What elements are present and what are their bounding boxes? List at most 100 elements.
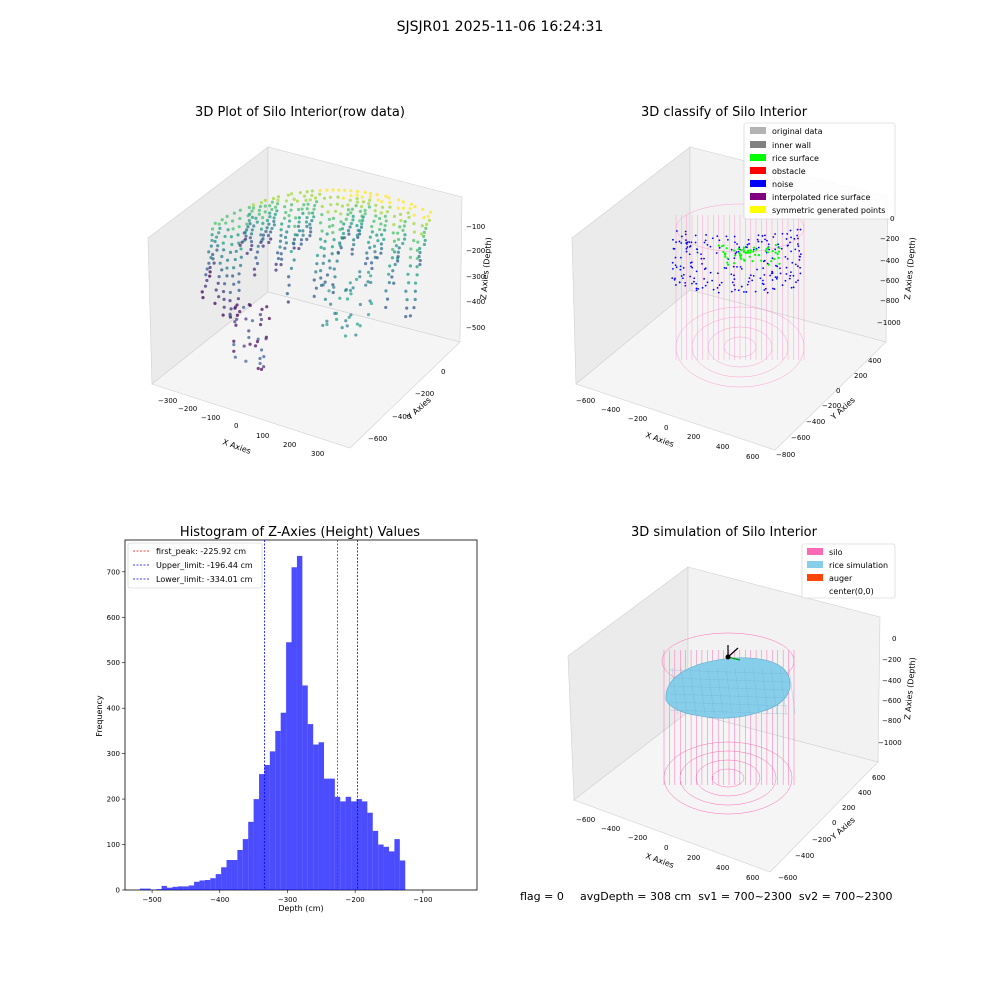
raw-point	[242, 231, 246, 235]
raw-point	[323, 239, 327, 243]
raw-point	[327, 289, 331, 293]
noise-point	[681, 277, 684, 280]
rice-mesh-line	[716, 667, 724, 715]
raw-point	[404, 314, 408, 319]
raw-ytick: −400	[392, 413, 411, 421]
sim-ytick: 0	[832, 819, 836, 827]
raw-point	[274, 262, 278, 266]
raw-point	[394, 244, 399, 248]
raw-point	[279, 233, 283, 238]
noise-point	[678, 281, 681, 284]
noise-point	[763, 289, 766, 291]
raw-point	[276, 251, 280, 255]
noise-point	[684, 284, 687, 287]
noise-point	[682, 273, 685, 276]
raw-point	[201, 296, 205, 300]
raw-point	[385, 297, 390, 301]
raw-point	[390, 275, 394, 279]
raw-point	[272, 216, 276, 220]
classify-ytick: −800	[776, 451, 795, 459]
noise-point	[738, 246, 741, 249]
noise-point	[678, 240, 681, 243]
raw-point	[301, 233, 305, 237]
histogram-bar	[372, 830, 379, 890]
raw-point	[319, 245, 323, 249]
raw-point	[225, 266, 229, 270]
raw-ztick: −300	[466, 273, 485, 281]
histogram-bar	[378, 844, 384, 890]
raw-point	[220, 254, 224, 259]
histogram-bar	[204, 880, 211, 890]
raw-point	[358, 219, 362, 223]
raw-point	[276, 198, 280, 202]
raw-point	[312, 278, 316, 282]
rice-surface-point	[732, 262, 736, 265]
raw-point	[268, 204, 272, 208]
noise-point	[749, 274, 752, 277]
sim-ztick: −600	[882, 697, 901, 705]
raw-point	[415, 273, 419, 277]
noise-point	[686, 243, 688, 245]
raw-point	[265, 226, 269, 230]
raw-point	[402, 224, 406, 228]
raw-point	[354, 204, 358, 208]
raw-point	[275, 202, 280, 206]
raw-point	[396, 255, 400, 259]
raw-point	[258, 361, 262, 366]
raw-title: 3D Plot of Silo Interior(row data)	[195, 105, 405, 120]
noise-point	[740, 285, 743, 288]
raw-point	[413, 205, 417, 209]
raw-point	[390, 256, 395, 260]
rice-surface-point	[778, 262, 781, 265]
raw-point	[208, 265, 212, 270]
raw-xtick: 100	[256, 432, 269, 440]
raw-point	[342, 222, 346, 226]
raw-point	[213, 301, 217, 305]
raw-point	[233, 306, 237, 310]
rice-mesh-line	[671, 667, 679, 715]
noise-point	[795, 281, 797, 284]
raw-point	[397, 198, 401, 202]
noise-point	[689, 261, 692, 264]
raw-point	[396, 237, 401, 242]
raw-point	[323, 280, 327, 284]
rice-surface-point	[737, 247, 740, 250]
rice-surface-point	[751, 260, 754, 263]
raw-point	[392, 214, 397, 218]
noise-point	[764, 238, 766, 241]
noise-point	[716, 272, 719, 275]
histogram-bar	[313, 744, 319, 890]
raw-xtick: 0	[234, 422, 238, 430]
histogram-bar	[139, 888, 146, 890]
noise-point	[718, 246, 721, 249]
raw-point	[329, 203, 333, 207]
raw-point	[368, 299, 372, 303]
raw-point	[339, 212, 343, 216]
raw-point	[356, 235, 360, 240]
noise-point	[790, 286, 793, 289]
noise-point	[760, 240, 763, 243]
legend-label: interpolated rice surface	[772, 193, 870, 202]
noise-point	[785, 266, 788, 269]
raw-point	[235, 317, 239, 321]
raw-point	[287, 214, 291, 218]
rice-surface-point	[771, 250, 774, 253]
noise-point	[672, 238, 674, 241]
raw-point	[350, 252, 354, 256]
noise-point	[735, 251, 738, 254]
raw-ztick: −100	[466, 223, 485, 231]
legend-label: Lower_limit: -334.01 cm	[156, 575, 253, 584]
noise-point	[756, 268, 758, 271]
raw-point	[289, 203, 294, 207]
raw-point	[217, 231, 221, 235]
raw-point	[366, 240, 371, 245]
raw-point	[237, 288, 241, 292]
raw-point	[208, 270, 212, 274]
raw-point	[308, 226, 313, 230]
noise-point	[673, 247, 676, 250]
raw-point	[332, 238, 336, 242]
raw-point	[340, 227, 345, 231]
raw-point	[392, 223, 396, 227]
raw-point	[418, 250, 422, 255]
raw-point	[415, 265, 419, 269]
